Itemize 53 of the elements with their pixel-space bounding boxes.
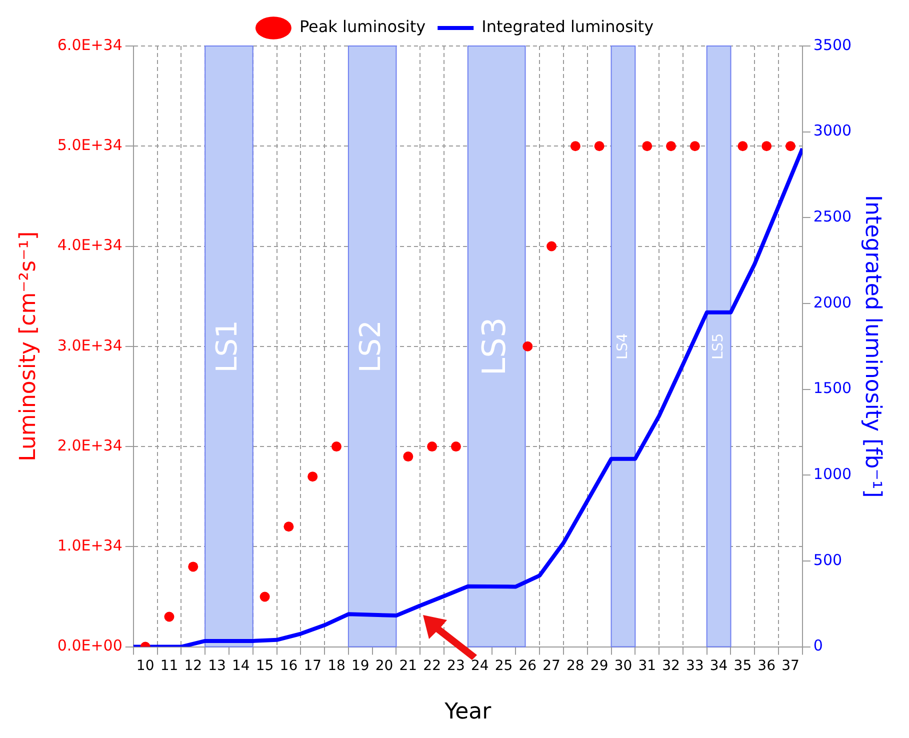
y2-tick-label: 500 — [813, 550, 842, 569]
x-tick-label: 18 — [328, 658, 346, 674]
y-tick-label: 5.0E+34 — [57, 136, 122, 154]
y2-tick-label: 2500 — [813, 208, 852, 226]
x-tick-label: 35 — [734, 658, 752, 674]
y-tick-label: 2.0E+34 — [57, 436, 122, 454]
x-tick-label: 10 — [136, 658, 154, 674]
y2-tick-label: 0 — [813, 636, 823, 655]
x-tick-label: 29 — [590, 658, 608, 674]
y2-tick-label: 3500 — [813, 36, 852, 54]
y-tick-label: 0.0E+00 — [57, 636, 122, 655]
x-tick-label: 17 — [304, 658, 322, 674]
x-tick-label: 11 — [160, 658, 178, 674]
x-tick-label: 37 — [782, 658, 800, 674]
band-label: LS4 — [614, 333, 631, 360]
x-tick-label: 34 — [710, 658, 728, 674]
x-tick-label: 31 — [638, 658, 656, 674]
band-label: LS1 — [209, 320, 244, 373]
x-tick-label: 22 — [423, 658, 441, 674]
x-tick-label: 30 — [614, 658, 632, 674]
x-tick-label: 27 — [542, 658, 560, 674]
x-tick-label: 28 — [566, 658, 584, 674]
y-tick-label: 4.0E+34 — [57, 236, 122, 254]
legend-label: Integrated luminosity — [482, 17, 654, 36]
y-tick-label: 3.0E+34 — [57, 336, 122, 354]
x-tick-label: 32 — [662, 658, 680, 674]
y2-tick-label: 1000 — [813, 465, 852, 484]
y2-tick-label: 2000 — [813, 293, 852, 312]
y-tick-label: 1.0E+34 — [57, 536, 122, 555]
band-label: LS3 — [474, 317, 513, 376]
band-label: LS5 — [710, 333, 727, 360]
y2-tick-label: 1500 — [813, 379, 852, 398]
x-tick-label: 16 — [280, 658, 298, 674]
x-tick-label: 15 — [256, 658, 274, 674]
y-axis-title: Luminosity [cm⁻²s⁻¹] — [16, 231, 41, 462]
x-tick-label: 19 — [351, 658, 370, 674]
x-tick-label: 12 — [184, 658, 202, 674]
y2-tick-label: 3000 — [813, 122, 852, 140]
y-tick-label: 6.0E+34 — [57, 36, 122, 54]
band-label: LS2 — [352, 320, 387, 373]
x-tick-label: 26 — [518, 658, 537, 674]
x-tick-label: 24 — [470, 658, 489, 674]
x-tick-label: 20 — [375, 658, 394, 674]
x-tick-label: 13 — [208, 658, 226, 674]
x-axis-title: Year — [444, 700, 492, 725]
x-tick-label: 21 — [399, 658, 418, 674]
x-tick-label: 25 — [494, 658, 513, 674]
x-tick-label: 33 — [686, 658, 704, 674]
legend-label: Peak luminosity — [299, 17, 426, 36]
x-tick-label: 23 — [447, 658, 465, 674]
y2-axis-title: Integrated luminosity [fb⁻¹] — [860, 195, 886, 498]
x-tick-label: 36 — [758, 658, 776, 674]
x-tick-label: 14 — [232, 658, 250, 674]
